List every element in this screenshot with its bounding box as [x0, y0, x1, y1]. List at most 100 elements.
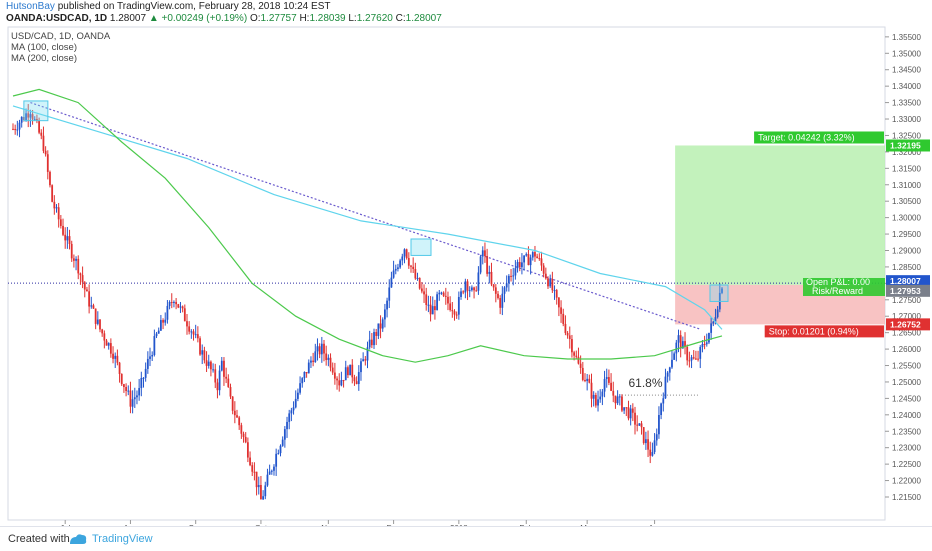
candle-body [505, 283, 508, 288]
candle-body [644, 439, 647, 444]
target-price-tag: 1.32195 [890, 140, 921, 150]
candle-body [88, 291, 91, 307]
candle-body [610, 382, 612, 391]
candle-body [36, 118, 38, 121]
candle-body [414, 269, 417, 279]
y-tick-label-16: 1.29500 [892, 230, 921, 239]
candle-body [314, 351, 317, 363]
candle-body [244, 436, 247, 443]
candle-body [468, 290, 471, 292]
candle-body [155, 333, 158, 337]
candle-body [114, 355, 117, 359]
candle-body [581, 367, 584, 380]
candle-body [451, 310, 454, 312]
y-tick-label-1: 1.22000 [892, 477, 921, 486]
candle-body [123, 384, 125, 388]
y-tick-label-28: 1.35500 [892, 33, 921, 42]
candle-body [223, 360, 225, 377]
candle-body [434, 306, 436, 311]
candle-body [112, 353, 114, 359]
candle-body [27, 113, 30, 118]
candle-body [551, 278, 554, 291]
candle-body [553, 290, 556, 292]
candle-body [201, 350, 204, 355]
candle-body [386, 300, 388, 310]
open-pl-label: Open P&L: 0.00 [806, 277, 870, 287]
y-tick-label-21: 1.32000 [892, 148, 921, 157]
candle-body [518, 262, 521, 268]
candle-body [279, 445, 282, 454]
close-value: 1.28007 [405, 13, 442, 24]
candle-body [31, 114, 34, 120]
candle-body [401, 256, 404, 261]
candle-body [407, 258, 410, 266]
candle-body [623, 407, 626, 411]
candle-body [562, 313, 565, 324]
y-tick-label-22: 1.32500 [892, 131, 921, 140]
candle-body [410, 265, 412, 267]
highlight-box-1 [23, 100, 49, 122]
candle-body [486, 256, 489, 274]
candle-body [181, 306, 184, 309]
ma200-line [12, 88, 723, 363]
candle-body [649, 449, 652, 456]
candle-body [210, 361, 212, 370]
candle-body [92, 305, 95, 309]
candle-body [57, 207, 60, 220]
candle-body [347, 367, 349, 376]
candle-body [673, 353, 676, 360]
candle-body [605, 377, 608, 379]
legend-ma100[interactable]: MA (100, close) [11, 42, 77, 53]
candle-body [344, 367, 347, 381]
candle-body [397, 267, 399, 269]
candle-body [679, 335, 682, 349]
y-tick-label-24: 1.33500 [892, 99, 921, 108]
candle-body [283, 429, 286, 440]
candle-body [394, 268, 397, 271]
candle-body [634, 412, 636, 425]
stop-price-tag: 1.26752 [890, 319, 921, 329]
candle-body [264, 485, 267, 497]
candle-body [710, 323, 713, 333]
risk-reward-label: Risk/Reward [812, 286, 863, 296]
candle-body [336, 378, 338, 381]
candle-body [377, 323, 380, 336]
candle-body [233, 410, 236, 416]
candle-body [716, 309, 719, 318]
candle-body [547, 278, 549, 287]
candle-body [449, 303, 452, 311]
candle-body [488, 271, 491, 274]
candle-body [453, 311, 456, 315]
candle-body [571, 339, 573, 353]
candle-body [251, 465, 254, 472]
tradingview-brand[interactable]: TradingView [92, 533, 153, 545]
candle-body [240, 425, 243, 434]
publisher-name[interactable]: HutsonBay [6, 1, 55, 12]
legend-title: USD/CAD, 1D, OANDA [11, 31, 111, 42]
y-tick-label-14: 1.28500 [892, 263, 921, 272]
candle-body [253, 471, 256, 473]
candle-body [655, 434, 658, 441]
candle-body [275, 453, 278, 467]
candle-body [638, 423, 641, 426]
legend-ma200[interactable]: MA (200, close) [11, 53, 77, 64]
candle-body [75, 258, 77, 261]
candle-body [671, 359, 673, 368]
candle-body [479, 256, 482, 273]
candle-body [540, 258, 543, 266]
candle-body [364, 359, 367, 361]
candle-body [447, 296, 449, 304]
candle-body [190, 331, 193, 333]
candle-body [688, 360, 691, 362]
candle-body [220, 360, 223, 371]
y-tick-label-5: 1.24000 [892, 411, 921, 420]
candle-body [416, 277, 419, 279]
candle-body [475, 290, 478, 292]
candle-body [444, 295, 447, 297]
candle-body [231, 396, 234, 411]
candle-body [164, 319, 167, 323]
low-label: L: [348, 13, 357, 24]
candle-body [555, 290, 558, 298]
candle-body [653, 440, 656, 453]
